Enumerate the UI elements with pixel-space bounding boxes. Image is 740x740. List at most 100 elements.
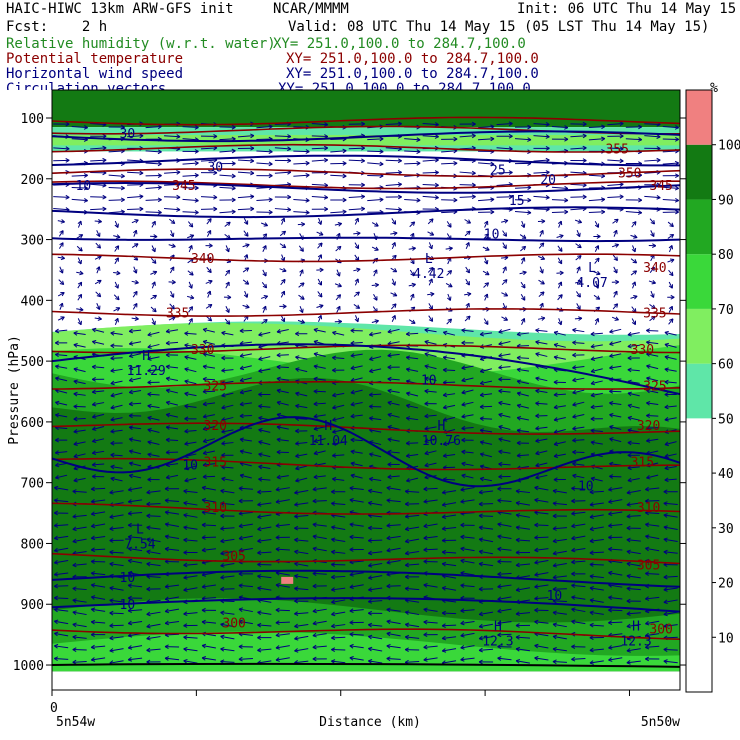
vector-shaft xyxy=(572,341,585,344)
vector-shaft xyxy=(552,527,567,530)
vector-head xyxy=(497,608,502,614)
extremum-value: 12.3 xyxy=(620,635,651,650)
vector-head xyxy=(202,339,208,345)
vector-head xyxy=(183,658,188,664)
vector-head xyxy=(369,356,374,361)
vector-head xyxy=(110,476,115,482)
vector-head xyxy=(146,586,151,592)
vector-shaft xyxy=(552,635,567,640)
vector-head xyxy=(552,550,558,556)
vector-shaft xyxy=(312,500,327,502)
vector-shaft xyxy=(258,478,271,481)
vector-head xyxy=(153,234,158,239)
vector-head xyxy=(127,546,133,552)
vector-head xyxy=(72,586,77,592)
vector-head xyxy=(201,584,206,589)
vector-head xyxy=(337,221,343,227)
vector-head xyxy=(577,243,582,249)
vector-head xyxy=(615,279,620,285)
vector-shaft xyxy=(237,171,254,174)
vector-shaft xyxy=(261,319,268,325)
vector-head xyxy=(498,437,503,442)
vector-head xyxy=(424,426,429,431)
field-label-rh: Relative humidity (w.r.t. water) xyxy=(6,36,276,52)
vector-head xyxy=(572,327,577,333)
vector-head xyxy=(350,353,355,358)
vector-shaft xyxy=(405,514,420,518)
vector-shaft xyxy=(294,490,309,494)
vector-shaft xyxy=(201,524,217,527)
vector-shaft xyxy=(239,365,252,370)
vector-shaft xyxy=(405,636,420,639)
vector-shaft xyxy=(368,563,383,567)
vector-shaft xyxy=(91,499,106,503)
vector-head xyxy=(631,320,637,326)
vector-head xyxy=(453,136,458,142)
vector-shaft xyxy=(576,230,581,237)
vector-shaft xyxy=(258,441,271,446)
vector-shaft xyxy=(588,198,605,202)
vector-head xyxy=(96,266,101,271)
vector-shaft xyxy=(220,538,235,542)
vector-head xyxy=(110,331,115,336)
vector-shaft xyxy=(571,560,586,563)
vector-shaft xyxy=(224,233,231,239)
vector-shaft xyxy=(72,526,87,530)
vector-head xyxy=(164,656,169,661)
vector-shaft xyxy=(275,487,290,491)
vector-shaft xyxy=(91,608,106,612)
vector-head xyxy=(213,206,218,212)
vector-head xyxy=(220,501,225,506)
vector-head xyxy=(201,643,207,649)
vector-head xyxy=(590,331,595,337)
vector-head xyxy=(368,392,374,398)
vector-head xyxy=(626,490,631,495)
vector-shaft xyxy=(551,211,568,213)
vector-head xyxy=(572,389,577,395)
vector-shaft xyxy=(478,138,495,141)
vector-shaft xyxy=(219,211,236,214)
vector-shaft xyxy=(165,584,180,588)
vector-shaft xyxy=(238,620,253,625)
vector-shaft xyxy=(200,196,218,198)
vector-head xyxy=(213,170,218,176)
org-label: NCAR/MMMM xyxy=(273,1,349,17)
vector-shaft xyxy=(516,357,530,359)
vector-shaft xyxy=(184,356,197,360)
field-label-vectors: Circulation vectors xyxy=(6,82,167,90)
theta-line xyxy=(52,143,680,153)
vector-head xyxy=(313,450,318,456)
vector-head xyxy=(663,599,668,605)
vector-shaft xyxy=(521,220,525,228)
vector-head xyxy=(257,489,262,495)
vector-shaft xyxy=(609,328,622,333)
vector-shaft xyxy=(295,368,308,373)
vector-head xyxy=(608,499,613,504)
vector-shaft xyxy=(187,270,194,276)
colorbar-frame xyxy=(685,89,713,693)
vector-head xyxy=(497,656,502,661)
vector-shaft xyxy=(165,633,180,636)
vector-shaft xyxy=(663,624,678,627)
vector-head xyxy=(368,646,373,652)
vector-shaft xyxy=(147,441,160,446)
vector-shaft xyxy=(165,608,180,613)
vector-head xyxy=(202,352,208,357)
vector-head xyxy=(527,210,532,215)
vector-head xyxy=(207,218,212,223)
vector-head xyxy=(368,476,374,482)
vector-shaft xyxy=(385,171,402,174)
vector-shaft xyxy=(668,318,674,325)
vector-shaft xyxy=(275,572,290,576)
vector-head xyxy=(349,655,354,661)
vector-head xyxy=(243,220,249,225)
vector-shaft xyxy=(110,429,123,433)
vector-shaft xyxy=(73,380,86,385)
vector-shaft xyxy=(297,223,305,226)
vector-head xyxy=(590,416,595,422)
vector-shaft xyxy=(55,329,68,332)
vector-head xyxy=(428,244,433,250)
vector-head xyxy=(497,486,502,492)
vector-head xyxy=(102,206,107,212)
vector-head xyxy=(485,246,490,251)
